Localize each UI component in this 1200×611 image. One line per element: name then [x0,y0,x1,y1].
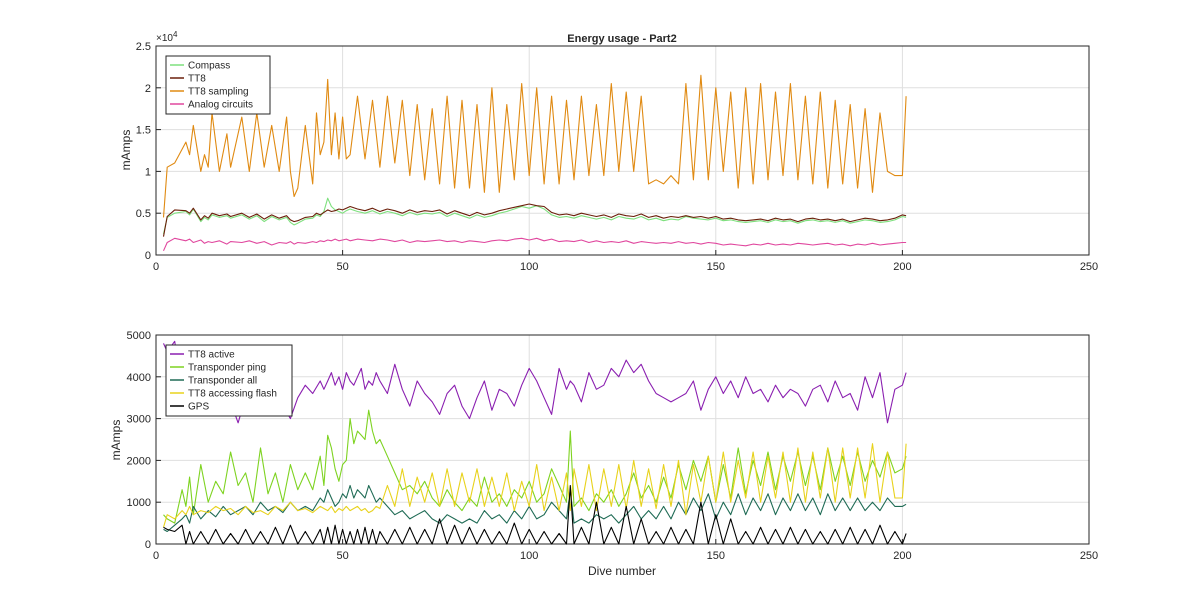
bottom-series-gps [163,484,907,545]
top-series-analog-circuits [162,237,907,252]
bottom-x-axis-label: Dive number [588,564,656,578]
bottom-x-tick-label: 200 [893,550,911,562]
top-legend: Compass TT8 TT8 sampling Analog circuits [165,55,271,115]
top-legend-label: Analog circuits [188,100,253,111]
bottom-grid [156,335,1089,544]
top-series-tt8-sampling [162,74,907,218]
top-axes-frame [155,45,1090,256]
bottom-x-tick-label: 100 [520,550,538,562]
bottom-y-axis-label: mAmps [109,420,123,461]
bottom-y-tick-label: 3000 [127,414,151,426]
bottom-x-tick-label: 0 [153,550,159,562]
top-series-compass [162,197,907,235]
bottom-y-tick-label: 1000 [127,497,151,509]
top-y-tick-label: 0 [145,250,151,262]
top-x-tick-label: 50 [336,261,348,273]
top-x-ticks: 0 50 100 150 200 250 [153,250,1098,273]
top-x-tick-label: 100 [520,261,538,273]
top-x-tick-label: 200 [893,261,911,273]
top-legend-label: Compass [188,61,230,72]
axes-top: 0 50 100 150 200 250 0 0.5 1 1.5 2 2.5 Energy usag… [119,30,1098,273]
bottom-legend-label: Transponder ping [188,363,266,374]
top-chart-title: Energy usage - Part2 [567,33,676,45]
top-x-tick-label: 150 [707,261,725,273]
bottom-series-transponder-all [163,484,907,533]
bottom-legend-box [165,344,293,417]
bottom-x-tick-label: 50 [336,550,348,562]
bottom-y-tick-label: 4000 [127,372,151,384]
axes-bottom: 0 50 100 150 200 250 0 1000 2000 3000 4000 5000 Di… [109,330,1098,578]
bottom-legend-label: TT8 active [188,350,235,361]
top-y-tick-label: 2 [145,83,151,95]
top-legend-label: TT8 sampling [188,87,249,98]
bottom-legend: TT8 active Transponder ping Transponder al… [165,344,293,417]
bottom-series-transponder-ping [163,409,907,524]
top-y-tick-label: 1 [145,166,151,178]
top-legend-label: TT8 [188,74,206,85]
top-series-tt8 [162,203,907,237]
bottom-axes-frame [155,334,1090,545]
bottom-y-tick-label: 2000 [127,455,151,467]
bottom-series-tt8-accessing-flash [162,443,907,528]
top-series [162,74,907,252]
bottom-y-ticks: 0 1000 2000 3000 4000 5000 [127,330,161,551]
top-grid [156,46,1089,255]
bottom-y-tick-label: 5000 [127,330,151,342]
top-y-ticks: 0 0.5 1 1.5 2 2.5 [136,41,161,262]
top-y-tick-label: 0.5 [136,208,151,220]
top-x-tick-label: 0 [153,261,159,273]
top-y-tick-label: 2.5 [136,41,151,53]
top-y-exponent: ×104 [156,30,178,44]
top-x-tick-label: 250 [1080,261,1098,273]
bottom-legend-label: TT8 accessing flash [188,389,277,400]
bottom-x-ticks: 0 50 100 150 200 250 [153,539,1098,562]
bottom-legend-label: Transponder all [188,376,257,387]
bottom-y-tick-label: 0 [145,539,151,551]
bottom-x-tick-label: 150 [707,550,725,562]
top-y-axis-label: mAmps [119,130,133,171]
bottom-legend-label: GPS [188,402,209,413]
bottom-x-tick-label: 250 [1080,550,1098,562]
top-y-tick-label: 1.5 [136,125,151,137]
